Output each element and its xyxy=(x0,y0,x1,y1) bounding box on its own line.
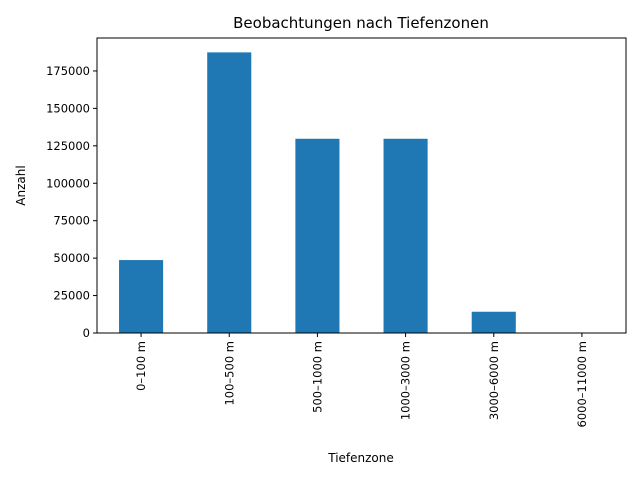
x-tick-label: 100–500 m xyxy=(222,341,236,406)
y-tick-label: 0 xyxy=(83,326,90,340)
y-axis: 0 25000 50000 75000 100000 125000 150000 175000 xyxy=(46,64,97,340)
y-tick-label: 150000 xyxy=(46,101,90,115)
chart-title: Beobachtungen nach Tiefenzonen xyxy=(233,14,489,32)
bars-group xyxy=(119,52,516,333)
bar xyxy=(119,260,164,333)
x-tick-label: 1000–3000 m xyxy=(399,341,413,420)
bar xyxy=(207,52,252,333)
x-axis: 0–100 m 100–500 m 500–1000 m 1000–3000 m 300… xyxy=(134,333,589,427)
y-tick-label: 25000 xyxy=(53,289,90,303)
bar xyxy=(295,138,340,333)
plot-frame xyxy=(96,37,627,334)
y-axis-label: Anzahl xyxy=(14,165,28,205)
x-axis-label: Tiefenzone xyxy=(327,451,394,465)
y-tick-label: 175000 xyxy=(46,64,90,78)
y-tick-label: 100000 xyxy=(46,176,90,190)
x-tick-label: 3000–6000 m xyxy=(487,341,501,420)
x-tick-label: 6000–11000 m xyxy=(575,341,589,427)
bar xyxy=(471,311,516,333)
x-tick-label: 500–1000 m xyxy=(310,341,324,413)
bar xyxy=(383,138,428,333)
y-tick-label: 50000 xyxy=(53,251,90,265)
y-tick-label: 75000 xyxy=(53,214,90,228)
x-tick-label: 0–100 m xyxy=(134,341,148,391)
y-tick-label: 125000 xyxy=(46,139,90,153)
